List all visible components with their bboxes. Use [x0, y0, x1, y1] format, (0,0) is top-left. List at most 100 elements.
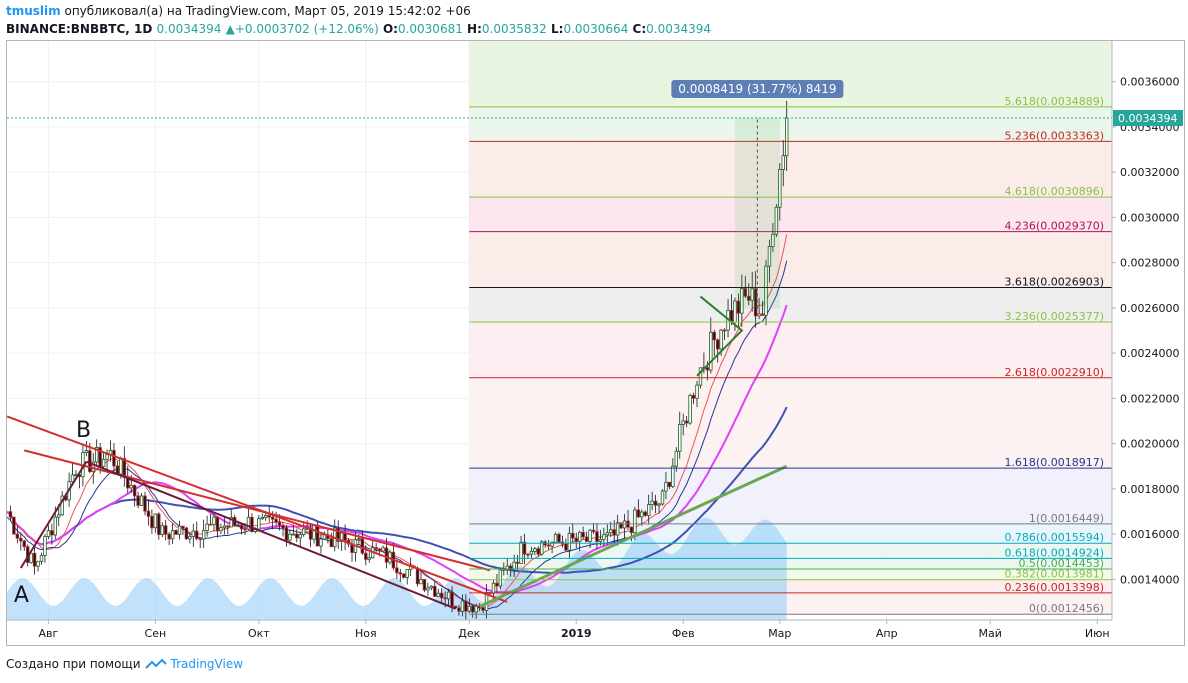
- candle-body: [201, 530, 206, 540]
- candle-body: [288, 533, 292, 541]
- candle-body: [39, 555, 44, 562]
- candle-body: [239, 525, 244, 530]
- candle-body: [619, 522, 623, 529]
- candle-body: [457, 607, 461, 612]
- candle-body: [208, 523, 213, 526]
- candle-body: [481, 607, 485, 611]
- candle-body: [584, 536, 589, 542]
- price-axis-label: 0.0026000: [1120, 302, 1180, 315]
- last-price-marker: [1113, 110, 1183, 127]
- candle-body: [660, 490, 665, 505]
- fib-zone: [469, 321, 1112, 378]
- fib-level-label: 0.786(0.0015594): [1004, 531, 1104, 544]
- measure-label-box: [671, 80, 844, 99]
- candle-body: [139, 495, 144, 506]
- measure-box: [734, 118, 780, 309]
- candle-body: [22, 540, 26, 548]
- candle-body: [598, 539, 603, 542]
- candle-body: [712, 331, 716, 341]
- fib-level-label: 0.618(0.0014924): [1004, 546, 1104, 559]
- candle-body: [564, 543, 568, 551]
- price-axis-label: 0.0028000: [1120, 257, 1180, 270]
- chart-frame[interactable]: [6, 40, 1185, 646]
- candle-body: [291, 533, 296, 536]
- candle-body: [743, 288, 747, 297]
- candle-body: [684, 420, 689, 424]
- red-trendline: [6, 415, 508, 603]
- candle-body: [508, 565, 513, 570]
- candle-body: [678, 424, 682, 452]
- candle-body: [722, 329, 727, 332]
- candle-body: [405, 569, 409, 578]
- candle-body: [402, 573, 406, 578]
- time-axis-label: Авг: [39, 627, 59, 640]
- candle-body: [364, 552, 368, 560]
- green-triangle-pattern: [696, 295, 744, 377]
- candle-body: [674, 450, 678, 467]
- candle-body: [471, 605, 475, 613]
- candle-body: [50, 530, 54, 536]
- candle-body: [771, 233, 775, 247]
- candle-body: [229, 517, 233, 528]
- fib-zone: [469, 569, 1112, 580]
- candle-body: [695, 384, 699, 399]
- candle-body: [146, 510, 151, 517]
- candle-body: [132, 485, 137, 497]
- candle-body: [443, 597, 447, 600]
- candle-body: [181, 525, 185, 529]
- candle-body: [143, 495, 147, 512]
- volume-area: [7, 517, 787, 620]
- purple-trendline: [85, 460, 456, 610]
- price-axis-label: 0.0020000: [1120, 438, 1180, 451]
- candle-body: [591, 529, 596, 533]
- candle-body: [536, 548, 540, 555]
- candle-body: [112, 449, 116, 467]
- fib-level-label: 3.236(0.0025377): [1004, 310, 1104, 323]
- candle-body: [360, 538, 365, 554]
- candle-body: [691, 394, 696, 399]
- candle-body: [284, 527, 289, 541]
- fib-level-label: 1.618(0.0018917): [1004, 456, 1104, 469]
- candle-body: [250, 516, 254, 533]
- candle-body: [605, 532, 609, 536]
- candle-body: [578, 531, 582, 542]
- tradingview-brand-link[interactable]: TradingView: [170, 657, 244, 671]
- measure-label: 0.0008419 (31.77%) 8419: [678, 82, 836, 96]
- time-axis-label: Май: [979, 627, 1002, 640]
- candle-body: [29, 552, 33, 563]
- up-triangle-icon: ▲: [225, 22, 235, 36]
- candle-body: [236, 525, 240, 527]
- candle-body: [246, 516, 251, 530]
- candle-body: [474, 605, 478, 613]
- candle-body: [495, 582, 499, 587]
- candle-body: [357, 538, 361, 541]
- author-link[interactable]: tmuslim: [6, 4, 61, 18]
- candle-body: [581, 531, 585, 538]
- candle-body: [529, 551, 534, 555]
- candle-body: [270, 516, 275, 520]
- candle-body: [533, 548, 537, 552]
- candle-body: [398, 572, 402, 575]
- candle-body: [512, 561, 516, 570]
- candle-body: [550, 541, 554, 547]
- candle-body: [267, 515, 271, 518]
- tradingview-logo-icon: [144, 658, 167, 669]
- candle-body: [764, 265, 768, 316]
- candle-body: [88, 450, 92, 472]
- candle-body: [32, 552, 37, 567]
- candle-body: [491, 582, 496, 594]
- candle-body: [698, 367, 703, 386]
- candle-body: [629, 526, 634, 534]
- fib-level-label: 2.618(0.0022910): [1004, 366, 1104, 379]
- candle-body: [650, 500, 654, 505]
- candle-body: [60, 495, 64, 516]
- candle-body: [136, 495, 140, 506]
- candle-body: [198, 538, 202, 540]
- fib-zone: [469, 197, 1112, 232]
- candle-body: [329, 538, 333, 548]
- fib-level-label: 5.618(0.0034889): [1004, 95, 1104, 108]
- time-axis-label: Фев: [672, 627, 695, 640]
- pattern-label-b: B: [76, 418, 91, 443]
- candle-body: [450, 591, 454, 607]
